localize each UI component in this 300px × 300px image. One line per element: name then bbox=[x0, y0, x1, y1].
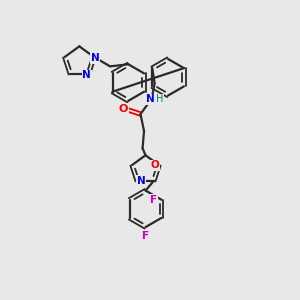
Text: N: N bbox=[146, 94, 154, 104]
Text: O: O bbox=[119, 104, 128, 114]
Text: F: F bbox=[150, 195, 157, 205]
Text: F: F bbox=[142, 232, 149, 242]
Text: H: H bbox=[156, 94, 163, 104]
Text: N: N bbox=[91, 53, 100, 63]
Text: N: N bbox=[82, 70, 91, 80]
Text: N: N bbox=[137, 176, 146, 186]
Text: O: O bbox=[151, 160, 159, 170]
